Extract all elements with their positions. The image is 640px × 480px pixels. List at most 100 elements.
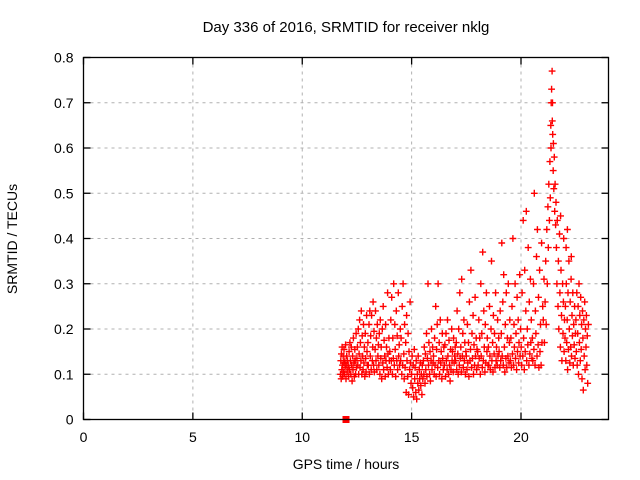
data-point-plus (509, 350, 516, 358)
data-point-plus (526, 350, 534, 358)
data-point-plus (349, 352, 356, 360)
data-point-plus (493, 343, 500, 351)
data-point-plus (529, 357, 537, 365)
data-point-plus (361, 330, 369, 337)
data-point-plus (560, 235, 568, 242)
data-point-plus (564, 366, 571, 374)
data-point-plus (495, 334, 503, 342)
y-tick-labels: 0 0.1 0.2 0.3 0.4 0.5 0.6 0.7 0.8 (54, 50, 74, 428)
data-point-plus (369, 298, 377, 306)
data-point-plus (518, 289, 526, 297)
data-point-plus (570, 341, 578, 349)
data-point-plus (575, 370, 582, 378)
data-point-plus (499, 298, 507, 306)
data-point-plus (452, 339, 460, 346)
data-point-plus (495, 348, 503, 355)
data-point-plus (513, 366, 520, 374)
data-point-plus (361, 343, 368, 351)
data-point-plus (539, 303, 547, 310)
data-point-plus (542, 257, 550, 265)
data-point-plus (408, 370, 415, 378)
data-point-plus (483, 289, 490, 297)
data-point-plus (406, 366, 414, 374)
data-point-plus (434, 280, 442, 288)
data-point-plus (386, 348, 394, 355)
data-point-plus (491, 330, 498, 337)
data-point-plus (471, 293, 479, 301)
data-point-plus (464, 321, 471, 328)
data-point-plus (372, 357, 380, 365)
data-point-plus (557, 343, 564, 351)
data-point-plus (530, 189, 538, 197)
data-point-plus (463, 366, 471, 374)
data-point-plus (520, 366, 528, 374)
data-point-plus (574, 330, 582, 337)
data-point-plus (563, 339, 571, 346)
data-point-plus (570, 321, 578, 328)
data-point-plus (397, 334, 405, 342)
data-point-plus (375, 361, 383, 369)
data-point-plus (578, 375, 586, 383)
data-point-plus (373, 321, 381, 328)
data-point-plus (490, 312, 497, 319)
data-point-plus (468, 330, 476, 337)
data-point-plus (559, 330, 567, 337)
data-point-plus (476, 334, 484, 342)
data-point-plus (439, 355, 447, 362)
data-point-plus (404, 373, 412, 380)
data-point-plus (511, 343, 518, 351)
data-point-plus (541, 339, 548, 346)
data-point-plus (576, 312, 584, 319)
data-point-plus (426, 348, 434, 355)
data-point-plus (362, 355, 370, 362)
data-point-plus (506, 339, 513, 346)
data-point-plus (538, 239, 545, 247)
data-point-plus (481, 368, 489, 376)
data-point-plus (512, 355, 519, 362)
x-axis-label: GPS time / hours (293, 456, 400, 472)
data-point-plus (584, 379, 592, 387)
data-point-plus (355, 350, 363, 358)
data-point-plus (501, 368, 509, 376)
data-point-plus (357, 339, 364, 346)
data-point-plus (509, 235, 517, 242)
data-point-plus (496, 307, 504, 315)
data-point-plus (564, 226, 571, 233)
data-point-plus (514, 316, 522, 324)
data-point-plus (428, 366, 436, 374)
data-point-plus (380, 336, 388, 344)
data-point-plus (405, 348, 413, 355)
data-point-plus (393, 332, 401, 340)
data-point-plus (486, 352, 494, 360)
data-point-plus (483, 334, 491, 342)
data-point-plus (510, 361, 517, 369)
data-point-plus (437, 359, 445, 367)
data-point-plus (523, 357, 531, 365)
data-point-plus (415, 386, 423, 394)
data-point-plus (470, 341, 478, 349)
x-tick-label: 15 (404, 429, 420, 445)
data-point-plus (517, 325, 524, 333)
data-point-plus (444, 316, 451, 324)
data-point-plus (473, 366, 480, 374)
data-point-plus (356, 316, 363, 324)
data-point-plus (567, 275, 575, 283)
data-point-plus (534, 341, 542, 349)
data-point-plus (469, 312, 477, 319)
data-point-plus (540, 275, 548, 283)
data-point-plus (466, 298, 473, 306)
data-point-plus (437, 348, 445, 355)
data-point-plus (409, 384, 417, 392)
data-point-plus (354, 343, 361, 351)
data-point-plus (433, 321, 441, 328)
data-point-plus (394, 366, 401, 374)
data-point-plus (378, 325, 386, 333)
data-point-plus (550, 140, 557, 147)
data-point-plus (507, 357, 514, 365)
data-point-plus (555, 257, 562, 265)
data-point-plus (573, 289, 581, 297)
data-point-plus (413, 395, 421, 403)
data-point-plus (446, 377, 454, 385)
data-point-plus (494, 316, 501, 324)
data-point-plus (360, 359, 368, 367)
